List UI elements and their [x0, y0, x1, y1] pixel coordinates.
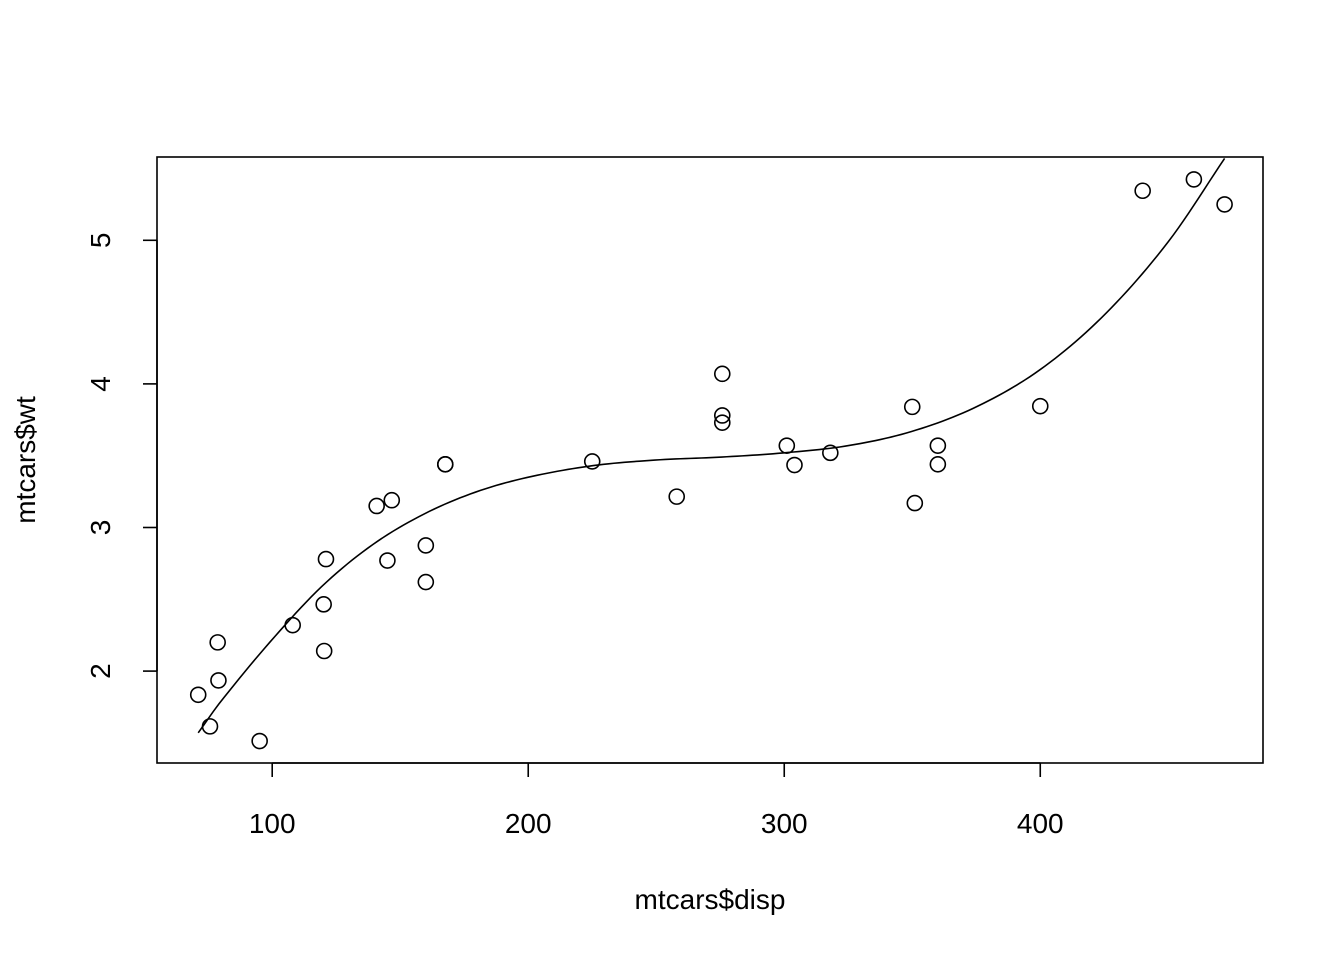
data-point: [713, 365, 731, 383]
data-point: [417, 537, 435, 554]
x-tick-label: 100: [249, 808, 296, 839]
data-point: [210, 672, 227, 689]
data-point: [251, 732, 268, 750]
data-point: [315, 642, 333, 660]
x-tick-label: 300: [761, 808, 808, 839]
y-tick-label: 2: [85, 663, 116, 679]
data-point: [383, 491, 401, 509]
plot-frame: [156, 156, 1264, 764]
y-axis-label: mtcars$wt: [10, 396, 41, 524]
data-point: [778, 437, 796, 454]
data-point: [929, 437, 947, 454]
data-points: [189, 171, 1233, 750]
x-tick-label: 400: [1017, 808, 1064, 839]
data-point: [315, 596, 332, 613]
data-point: [583, 453, 601, 470]
fit-curve-line: [197, 157, 1226, 734]
y-tick-label: 5: [85, 233, 116, 249]
data-point: [417, 573, 435, 591]
data-point: [929, 456, 947, 473]
x-tick-label: 200: [505, 808, 552, 839]
x-axis: 100 200 300 400: [249, 762, 1064, 839]
data-point: [436, 456, 454, 473]
data-point: [1134, 182, 1151, 200]
data-point: [786, 456, 803, 474]
data-point: [368, 497, 385, 515]
x-axis-label: mtcars$disp: [635, 884, 786, 915]
y-tick-label: 3: [85, 520, 116, 536]
data-point: [668, 488, 686, 505]
data-point: [1185, 171, 1203, 188]
data-point: [317, 550, 335, 568]
data-point: [822, 444, 839, 462]
data-point: [713, 407, 731, 424]
data-point: [1216, 196, 1233, 213]
data-point: [1031, 397, 1049, 415]
data-point: [189, 686, 207, 704]
y-axis: 2 3 4 5: [85, 233, 158, 679]
data-point: [284, 616, 301, 634]
data-point: [903, 398, 921, 416]
data-point: [906, 494, 924, 512]
data-point: [201, 718, 219, 735]
data-point: [209, 634, 226, 651]
data-point: [379, 552, 396, 569]
y-tick-label: 4: [85, 376, 116, 392]
data-point: [713, 414, 731, 431]
